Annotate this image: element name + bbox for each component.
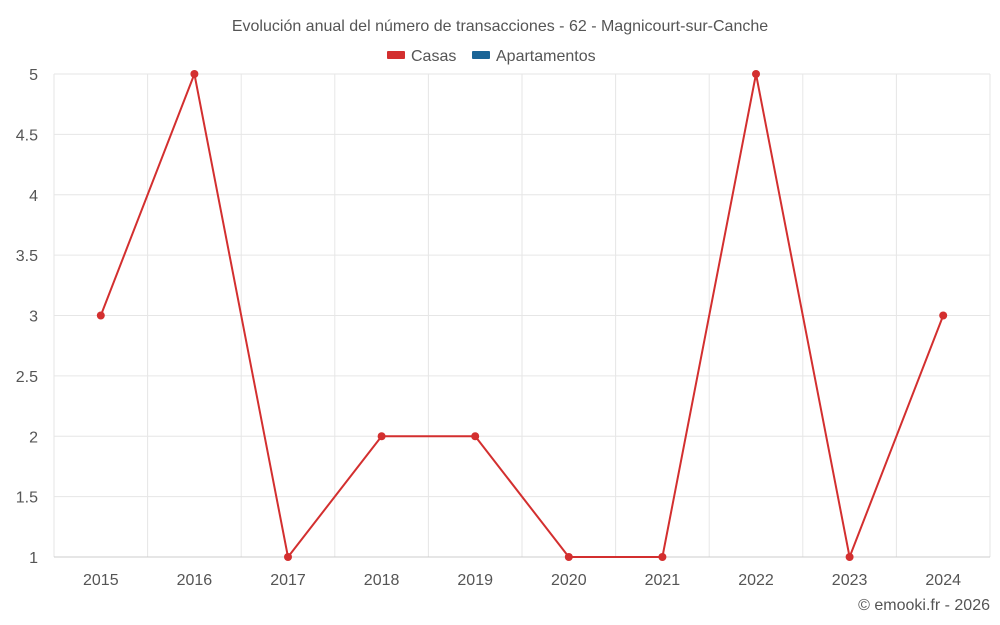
data-point-casas[interactable] — [284, 553, 292, 561]
data-point-casas[interactable] — [190, 70, 199, 78]
data-point-casas[interactable] — [377, 432, 386, 441]
x-axis: 2015 2016 2017 2018 2019 2020 2021 2022 2023 2024 — [54, 556, 990, 589]
data-point-casas[interactable] — [752, 70, 760, 78]
y-axis: 1 1.5 2 2.5 3 3.5 4 4.5 5 — [16, 67, 38, 567]
data-point-casas[interactable] — [939, 311, 948, 320]
legend-label-casas: Casas — [411, 48, 456, 65]
credit-text: © emooki.fr - 2026 — [858, 597, 990, 614]
legend-swatch-casas — [387, 51, 405, 59]
x-tick-label: 2017 — [270, 572, 306, 589]
x-tick-label: 2020 — [551, 572, 587, 589]
y-tick-label: 2 — [29, 429, 38, 446]
data-point-casas[interactable] — [96, 311, 105, 320]
x-tick-label: 2024 — [925, 572, 961, 589]
data-point-casas[interactable] — [471, 432, 480, 441]
y-tick-label: 4 — [29, 188, 38, 205]
x-tick-label: 2015 — [83, 572, 119, 589]
y-tick-label: 4.5 — [16, 127, 38, 144]
y-tick-label: 3 — [29, 309, 38, 326]
legend-label-apartamentos: Apartamentos — [496, 48, 596, 65]
data-point-casas[interactable] — [845, 553, 854, 561]
y-tick-label: 3.5 — [16, 248, 38, 265]
series — [96, 70, 948, 561]
x-tick-label: 2019 — [457, 572, 493, 589]
y-tick-label: 1.5 — [16, 490, 38, 507]
series-line-casas — [99, 73, 945, 558]
legend-item-casas[interactable]: Casas — [387, 48, 456, 65]
x-tick-label: 2018 — [364, 572, 400, 589]
x-tick-label: 2023 — [832, 572, 868, 589]
x-tick-label: 2016 — [177, 572, 213, 589]
data-point-casas[interactable] — [658, 553, 667, 561]
data-point-casas[interactable] — [564, 553, 573, 561]
chart-title: Evolución anual del número de transaccio… — [232, 18, 768, 35]
legend-swatch-apartamentos — [472, 51, 490, 59]
y-tick-label: 2.5 — [16, 369, 38, 386]
x-tick-label: 2022 — [738, 572, 774, 589]
legend-item-apartamentos[interactable]: Apartamentos — [472, 48, 596, 65]
grid — [53, 73, 991, 558]
y-tick-label: 5 — [29, 67, 38, 84]
y-tick-label: 1 — [29, 550, 38, 567]
x-tick-label: 2021 — [645, 572, 681, 589]
legend: Casas Apartamentos — [387, 48, 596, 65]
